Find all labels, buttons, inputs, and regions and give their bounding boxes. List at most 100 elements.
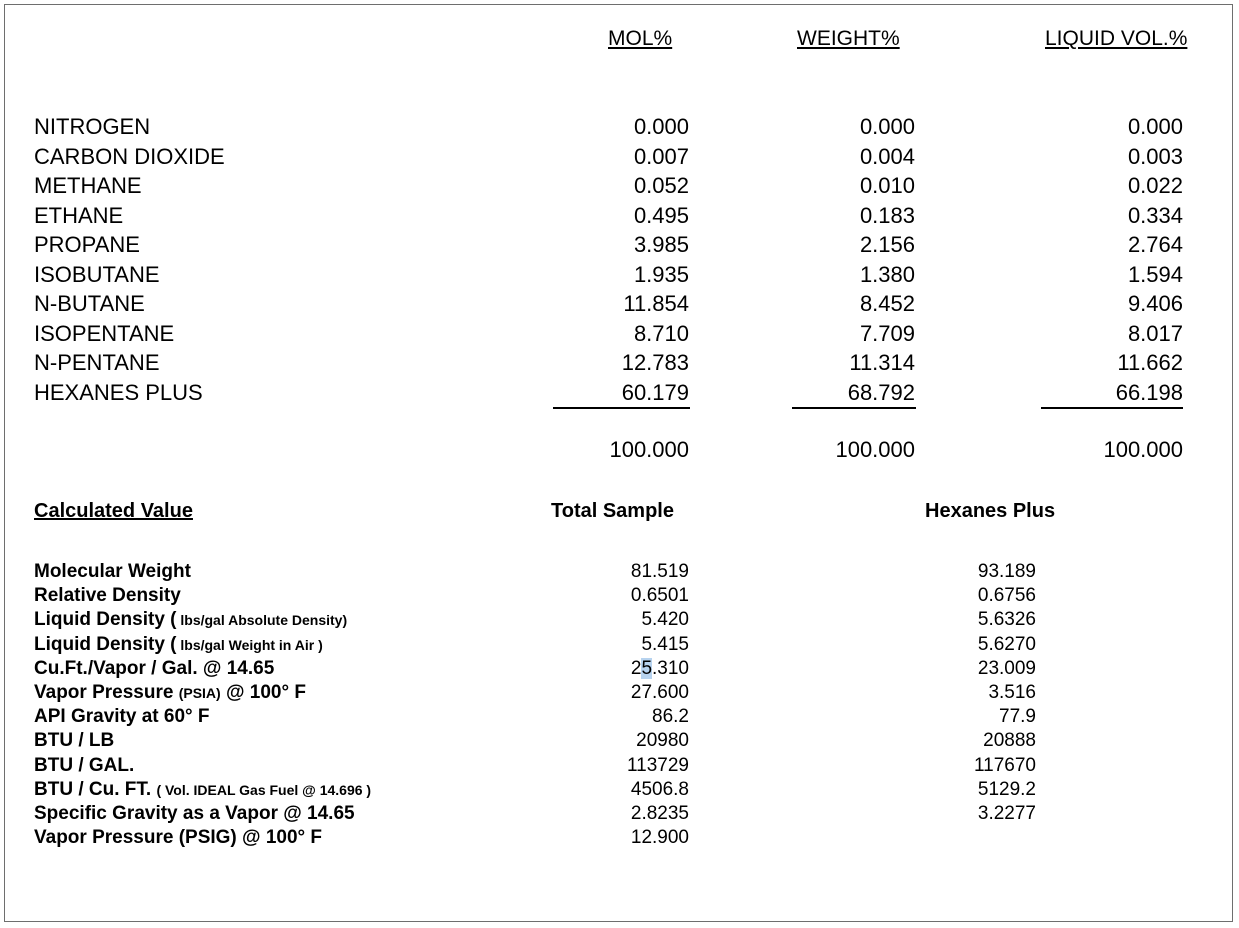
calc-total-sample: 27.600: [630, 682, 689, 703]
calc-label-suffix: @ 100° F: [220, 682, 306, 703]
total-mol: 100.000: [609, 437, 689, 462]
component-name: NITROGEN: [34, 114, 151, 139]
calc-total-sample: 0.6501: [630, 585, 689, 607]
component-mol: 1.935: [633, 261, 689, 287]
component-weight: 8.452: [859, 291, 915, 316]
calc-label: API Gravity at 60° F: [34, 705, 210, 729]
component-weight: 11.314: [849, 350, 915, 375]
component-liquid: 8.017: [1127, 320, 1183, 346]
total-rule-weight: [792, 407, 916, 409]
calc-hexanes-plus: 3.516: [988, 682, 1036, 703]
calc-label: Molecular Weight: [34, 560, 191, 584]
calc-total-sample: 12.900: [630, 827, 689, 849]
component-mol: 60.179: [621, 379, 689, 405]
text-selection-highlight: 5: [641, 657, 653, 679]
component-mol: 0.000: [633, 114, 689, 139]
calc-total-sample: 5.415: [641, 633, 689, 655]
component-mol: 12.783: [621, 350, 689, 375]
calc-label-main: BTU / Cu. FT.: [34, 778, 157, 800]
calc-hexanes-plus: 5.6270: [977, 633, 1036, 655]
component-weight: 0.004: [859, 143, 915, 169]
calc-hexanes-plus: 117670: [974, 754, 1036, 776]
component-weight: 2.156: [859, 232, 915, 257]
calc-label-main: Molecular Weight: [34, 561, 191, 582]
total-rule-mol: [553, 407, 690, 409]
calc-label-main: Liquid Density (: [34, 633, 177, 655]
component-mol: 0.007: [633, 143, 689, 169]
calc-total-sample: 2.8235: [630, 803, 689, 824]
component-name: PROPANE: [34, 232, 140, 257]
calc-label: Vapor Pressure (PSIA) @ 100° F: [34, 681, 306, 705]
calc-total-sample: 20980: [636, 730, 689, 752]
calc-label-main: Vapor Pressure (PSIG) @ 100° F: [34, 827, 323, 849]
component-mol: 11.854: [623, 291, 689, 316]
calc-total-sample: 81.519: [630, 561, 689, 582]
calc-label: Vapor Pressure (PSIG) @ 100° F: [34, 826, 322, 850]
calc-label-main: Relative Density: [34, 585, 181, 607]
calc-total-sample: 113729: [627, 754, 689, 776]
header-mol-percent: MOL%: [608, 27, 673, 50]
component-mol: 3.985: [633, 232, 689, 257]
calc-total-sample: 5.420: [641, 609, 689, 631]
component-name: CARBON DIOXIDE: [34, 143, 225, 169]
total-weight: 100.000: [835, 437, 915, 462]
calc-label: BTU / LB: [34, 729, 114, 753]
calc-label: Specific Gravity as a Vapor @ 14.65: [34, 802, 355, 826]
calculated-value-heading: Calculated Value: [34, 500, 193, 522]
component-weight: 0.010: [859, 173, 915, 198]
total-rule-liquid: [1041, 407, 1183, 409]
component-name: ETHANE: [34, 202, 124, 228]
total-liquid: 100.000: [1103, 437, 1183, 462]
calc-hexanes-plus: 20888: [983, 730, 1036, 752]
component-weight: 7.709: [859, 320, 915, 346]
calc-label: BTU / Cu. FT. ( Vol. IDEAL Gas Fuel @ 14…: [34, 778, 371, 802]
calc-hexanes-plus: 5.6326: [977, 609, 1036, 631]
calc-label: Liquid Density ( lbs/gal Weight in Air ): [34, 633, 323, 657]
hexanes-plus-heading: Hexanes Plus: [925, 500, 1056, 522]
component-liquid: 11.662: [1117, 350, 1183, 375]
component-weight: 0.183: [859, 202, 915, 228]
component-liquid: 9.406: [1127, 291, 1183, 316]
header-liquid-vol-percent: LIQUID VOL.%: [1045, 27, 1188, 50]
calc-label: Liquid Density ( lbs/gal Absolute Densit…: [34, 608, 347, 632]
calc-label-main: BTU / LB: [34, 730, 115, 752]
component-mol: 0.052: [633, 173, 689, 198]
calc-hexanes-plus: 77.9: [999, 706, 1036, 728]
calc-label-main: BTU / GAL.: [34, 754, 135, 776]
component-name: ISOBUTANE: [34, 261, 160, 287]
component-liquid: 0.022: [1127, 173, 1183, 198]
component-name: METHANE: [34, 173, 142, 198]
component-weight: 1.380: [859, 261, 915, 287]
calc-label-main: API Gravity at 60° F: [34, 706, 210, 728]
header-weight-percent: WEIGHT%: [797, 27, 900, 50]
document-frame: [4, 4, 1233, 922]
calc-hexanes-plus: 0.6756: [977, 585, 1036, 607]
calc-label: Relative Density: [34, 584, 181, 608]
component-mol: 8.710: [633, 320, 689, 346]
calc-label: BTU / GAL.: [34, 754, 134, 778]
calc-label: Cu.Ft./Vapor / Gal. @ 14.65: [34, 657, 274, 681]
component-weight: 0.000: [859, 114, 915, 139]
component-name: N-PENTANE: [34, 350, 160, 375]
component-mol: 0.495: [633, 202, 689, 228]
component-name: ISOPENTANE: [34, 320, 175, 346]
calc-label-main: Specific Gravity as a Vapor @ 14.65: [34, 803, 355, 824]
component-liquid: 0.003: [1127, 143, 1183, 169]
calc-total-sample: 86.2: [652, 706, 689, 728]
calc-hexanes-plus: 5129.2: [977, 778, 1036, 800]
component-liquid: 66.198: [1115, 379, 1183, 405]
calc-label-note: ( Vol. IDEAL Gas Fuel @ 14.696 ): [156, 781, 372, 798]
component-weight: 68.792: [847, 379, 915, 405]
component-name: HEXANES PLUS: [34, 379, 203, 405]
calc-label-main: Vapor Pressure: [34, 682, 179, 703]
component-liquid: 0.334: [1127, 202, 1183, 228]
calc-total-sample: 25.310: [630, 657, 689, 679]
calc-label-note: lbs/gal Absolute Density): [176, 612, 348, 629]
calc-label-main: Liquid Density (: [34, 609, 177, 631]
calc-hexanes-plus: 3.2277: [977, 803, 1036, 824]
component-name: N-BUTANE: [34, 291, 145, 316]
calc-hexanes-plus: 23.009: [977, 657, 1036, 679]
calc-total-sample: 4506.8: [630, 778, 689, 800]
calc-label-note: lbs/gal Weight in Air ): [176, 636, 323, 653]
calc-label-note: (PSIA): [178, 685, 221, 701]
